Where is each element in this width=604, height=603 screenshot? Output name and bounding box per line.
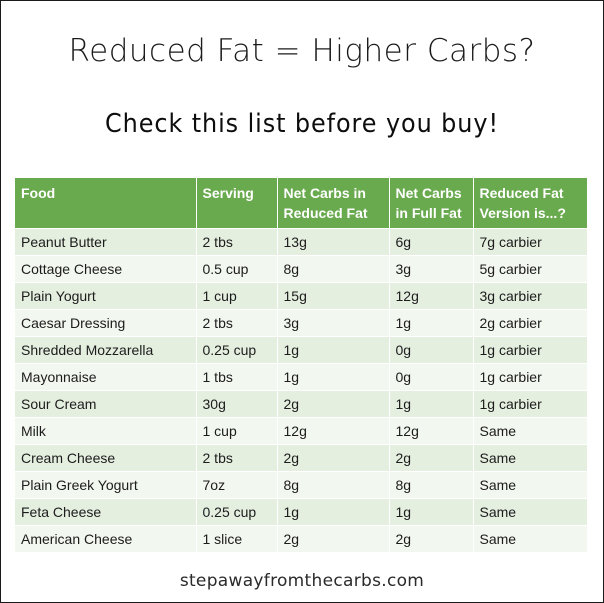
reduced-fat-carbs-cell: 12g xyxy=(277,417,390,445)
table-row: Cream Cheese 2 tbs 2g 2g Same xyxy=(15,444,587,472)
serving-cell: 2 tbs xyxy=(196,444,278,472)
table-row: Feta Cheese 0.25 cup 1g 1g Same xyxy=(15,498,587,526)
food-cell: Milk xyxy=(15,417,197,445)
table-row: Mayonnaise 1 tbs 1g 0g 1g carbier xyxy=(15,363,587,391)
food-cell: Feta Cheese xyxy=(15,498,197,526)
full-fat-carbs-cell: 1g xyxy=(389,390,474,418)
header-net-carbs-full-fat: Net Carbs in Full Fat xyxy=(389,178,474,229)
food-cell: American Cheese xyxy=(15,525,197,552)
food-cell: Plain Yogurt xyxy=(15,282,197,310)
footer-website: stepawayfromthecarbs.com xyxy=(179,571,425,591)
table-row: Plain Greek Yogurt 7oz 8g 8g Same xyxy=(15,471,587,499)
food-cell: Caesar Dressing xyxy=(15,309,197,337)
table-row: Milk 1 cup 12g 12g Same xyxy=(15,417,587,445)
difference-cell: Same xyxy=(473,498,587,526)
serving-cell: 0.5 cup xyxy=(196,255,278,283)
page-title: Reduced Fat = Higher Carbs? xyxy=(68,33,536,69)
full-fat-carbs-cell: 0g xyxy=(389,336,474,364)
page-subtitle: Check this list before you buy! xyxy=(105,109,499,139)
serving-cell: 0.25 cup xyxy=(196,498,278,526)
reduced-fat-carbs-cell: 2g xyxy=(277,525,390,552)
food-cell: Cream Cheese xyxy=(15,444,197,472)
reduced-fat-carbs-cell: 1g xyxy=(277,336,390,364)
full-fat-carbs-cell: 3g xyxy=(389,255,474,283)
reduced-fat-carbs-cell: 1g xyxy=(277,363,390,391)
table-row: Shredded Mozzarella 0.25 cup 1g 0g 1g carbie… xyxy=(15,336,587,364)
serving-cell: 0.25 cup xyxy=(196,336,278,364)
full-fat-carbs-cell: 1g xyxy=(389,498,474,526)
reduced-fat-carbs-cell: 2g xyxy=(277,390,390,418)
table-row: Caesar Dressing 2 tbs 3g 1g 2g carbier xyxy=(15,309,587,337)
full-fat-carbs-cell: 8g xyxy=(389,471,474,499)
food-cell: Shredded Mozzarella xyxy=(15,336,197,364)
reduced-fat-carbs-cell: 1g xyxy=(277,498,390,526)
full-fat-carbs-cell: 12g xyxy=(389,282,474,310)
difference-cell: Same xyxy=(473,444,587,472)
full-fat-carbs-cell: 6g xyxy=(389,228,474,256)
header-food: Food xyxy=(15,178,197,229)
food-cell: Cottage Cheese xyxy=(15,255,197,283)
comparison-table: Food Serving Net Carbs in Reduced Fat Ne… xyxy=(15,178,587,552)
reduced-fat-carbs-cell: 13g xyxy=(277,228,390,256)
full-fat-carbs-cell: 2g xyxy=(389,444,474,472)
serving-cell: 1 cup xyxy=(196,282,278,310)
reduced-fat-carbs-cell: 2g xyxy=(277,444,390,472)
header-reduced-fat-version: Reduced Fat Version is...? xyxy=(473,178,587,229)
reduced-fat-carbs-cell: 15g xyxy=(277,282,390,310)
full-fat-carbs-cell: 2g xyxy=(389,525,474,552)
serving-cell: 1 tbs xyxy=(196,363,278,391)
table-header: Food Serving Net Carbs in Reduced Fat Ne… xyxy=(15,178,587,229)
difference-cell: Same xyxy=(473,417,587,445)
table-row: Peanut Butter 2 tbs 13g 6g 7g carbier xyxy=(15,228,587,256)
serving-cell: 1 cup xyxy=(196,417,278,445)
difference-cell: 3g carbier xyxy=(473,282,587,310)
serving-cell: 30g xyxy=(196,390,278,418)
full-fat-carbs-cell: 12g xyxy=(389,417,474,445)
difference-cell: 7g carbier xyxy=(473,228,587,256)
serving-cell: 2 tbs xyxy=(196,309,278,337)
full-fat-carbs-cell: 1g xyxy=(389,309,474,337)
table-row: Plain Yogurt 1 cup 15g 12g 3g carbier xyxy=(15,282,587,310)
serving-cell: 7oz xyxy=(196,471,278,499)
difference-cell: 1g carbier xyxy=(473,363,587,391)
table-row: Sour Cream 30g 2g 1g 1g carbier xyxy=(15,390,587,418)
header-serving: Serving xyxy=(196,178,278,229)
difference-cell: 1g carbier xyxy=(473,390,587,418)
reduced-fat-carbs-cell: 3g xyxy=(277,309,390,337)
table-row: Cottage Cheese 0.5 cup 8g 3g 5g carbier xyxy=(15,255,587,283)
difference-cell: Same xyxy=(473,471,587,499)
table-body: Peanut Butter 2 tbs 13g 6g 7g carbier Cottage… xyxy=(15,228,587,552)
serving-cell: 1 slice xyxy=(196,525,278,552)
difference-cell: 1g carbier xyxy=(473,336,587,364)
table-row: American Cheese 1 slice 2g 2g Same xyxy=(15,525,587,552)
difference-cell: 2g carbier xyxy=(473,309,587,337)
difference-cell: Same xyxy=(473,525,587,552)
food-cell: Sour Cream xyxy=(15,390,197,418)
full-fat-carbs-cell: 0g xyxy=(389,363,474,391)
food-cell: Plain Greek Yogurt xyxy=(15,471,197,499)
reduced-fat-carbs-cell: 8g xyxy=(277,255,390,283)
reduced-fat-carbs-cell: 8g xyxy=(277,471,390,499)
header-net-carbs-reduced-fat: Net Carbs in Reduced Fat xyxy=(277,178,390,229)
food-cell: Peanut Butter xyxy=(15,228,197,256)
difference-cell: 5g carbier xyxy=(473,255,587,283)
serving-cell: 2 tbs xyxy=(196,228,278,256)
food-cell: Mayonnaise xyxy=(15,363,197,391)
